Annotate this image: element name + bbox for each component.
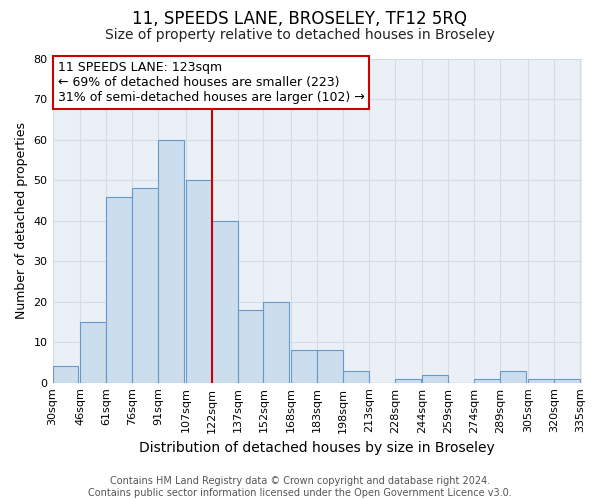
Text: Contains HM Land Registry data © Crown copyright and database right 2024.
Contai: Contains HM Land Registry data © Crown c… [88, 476, 512, 498]
Bar [475, 378, 500, 382]
X-axis label: Distribution of detached houses by size in Broseley: Distribution of detached houses by size … [139, 441, 495, 455]
Bar [528, 378, 554, 382]
Bar [343, 370, 369, 382]
Bar [53, 366, 79, 382]
Bar [132, 188, 158, 382]
Bar [263, 302, 289, 382]
Bar [185, 180, 212, 382]
Text: 11 SPEEDS LANE: 123sqm
← 69% of detached houses are smaller (223)
31% of semi-de: 11 SPEEDS LANE: 123sqm ← 69% of detached… [58, 61, 364, 104]
Bar [80, 322, 106, 382]
Y-axis label: Number of detached properties: Number of detached properties [15, 122, 28, 320]
Bar [238, 310, 263, 382]
Text: 11, SPEEDS LANE, BROSELEY, TF12 5RQ: 11, SPEEDS LANE, BROSELEY, TF12 5RQ [133, 10, 467, 28]
Text: Size of property relative to detached houses in Broseley: Size of property relative to detached ho… [105, 28, 495, 42]
Bar [158, 140, 184, 382]
Bar [500, 370, 526, 382]
Bar [554, 378, 580, 382]
Bar [106, 196, 132, 382]
Bar [395, 378, 421, 382]
Bar [317, 350, 343, 382]
Bar [422, 374, 448, 382]
Bar [291, 350, 317, 382]
Bar [212, 221, 238, 382]
